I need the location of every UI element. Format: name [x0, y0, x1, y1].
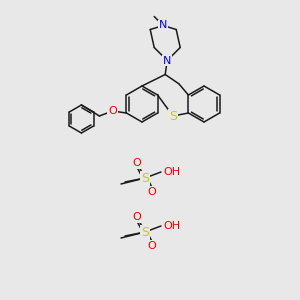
Text: O: O: [148, 187, 156, 197]
Text: O: O: [133, 212, 141, 222]
Text: O: O: [108, 106, 117, 116]
Text: OH: OH: [163, 167, 180, 177]
Text: O: O: [133, 158, 141, 168]
Text: OH: OH: [163, 221, 180, 231]
Text: S: S: [141, 226, 149, 238]
Text: S: S: [141, 172, 149, 184]
Text: N: N: [163, 56, 171, 65]
Text: N: N: [159, 20, 167, 31]
Text: S: S: [169, 110, 177, 122]
Text: O: O: [148, 241, 156, 251]
